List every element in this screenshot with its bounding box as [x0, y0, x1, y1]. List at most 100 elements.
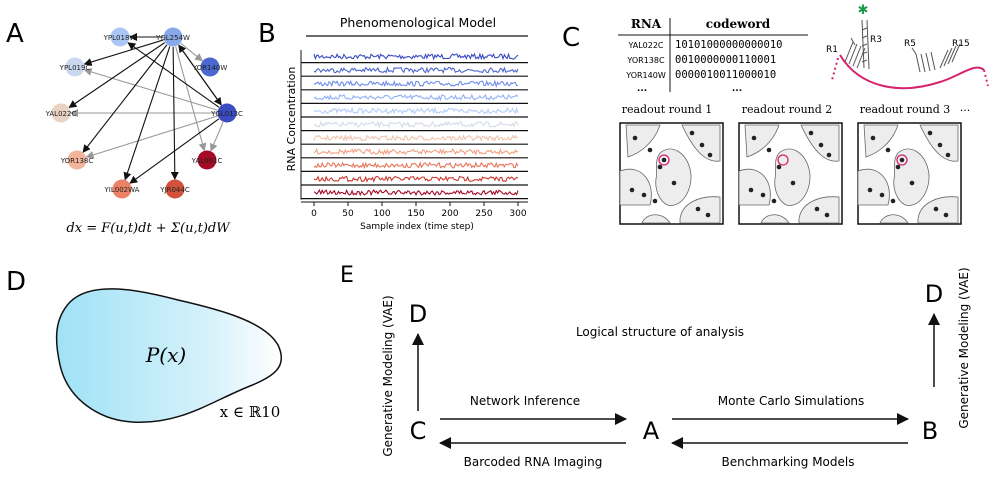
label-network-inference: Network Inference: [470, 394, 580, 408]
rounds-ellipsis: ...: [960, 101, 971, 114]
regulation-edge-activating: [83, 39, 164, 66]
tracked-spot-marker: [777, 154, 789, 166]
label-monte-carlo: Monte Carlo Simulations: [718, 394, 865, 408]
mrna-spot: [870, 135, 876, 141]
mrna-spot: [824, 212, 830, 218]
row-rna: YAL022C: [627, 41, 663, 50]
concentration-trace: [313, 133, 519, 143]
gene-node: [200, 57, 220, 77]
node-d-left: D: [409, 300, 427, 328]
gene-node-label: YGL013C: [210, 110, 243, 118]
label-benchmarking: Benchmarking Models: [721, 455, 854, 469]
mrna-spot: [933, 206, 939, 212]
cell-region: [760, 214, 790, 224]
concentration-trace: [313, 161, 519, 170]
mrna-spot: [751, 135, 757, 141]
mrna-spot: [808, 130, 814, 136]
readout-tile: [857, 122, 962, 225]
gene-node: [197, 150, 217, 170]
row-rna: YOR138C: [626, 56, 665, 65]
node-c: C: [410, 417, 427, 445]
mrna-spot: [689, 130, 695, 136]
mrna-spot: [695, 206, 701, 212]
trace-bands: [300, 50, 528, 200]
tracked-spot-marker: [896, 154, 908, 166]
x-tick-label: 300: [509, 209, 526, 219]
fluorophore-star-icon: ✱: [858, 3, 869, 18]
panel-letter-c: C: [562, 23, 580, 53]
label-barcoded-imaging: Barcoded RNA Imaging: [464, 455, 603, 469]
cell-region: [641, 214, 671, 224]
regulation-edge-activating: [178, 44, 222, 106]
regulation-edge-inhibitory: [85, 115, 218, 159]
x-ticks: 0 50 100 150 200 250 300: [311, 202, 527, 219]
mrna-spot: [705, 212, 711, 218]
mrna-spot: [771, 198, 777, 204]
x-tick-label: 150: [407, 209, 424, 219]
concentration-trace: [313, 147, 519, 156]
mrna-spot: [945, 152, 951, 158]
network-edges: [68, 33, 224, 184]
probe-label-r3: R3: [870, 35, 882, 45]
gene-node: [217, 103, 237, 123]
node-b: B: [922, 417, 938, 445]
row-rna: YOR140W: [625, 71, 666, 80]
label-generative-right: Generative Modeling (VAE): [957, 267, 971, 428]
mrna-spot: [814, 206, 820, 212]
concentration-trace: [313, 65, 519, 75]
cell-region: [655, 148, 692, 207]
x-tick-label: 50: [342, 209, 354, 219]
chart-title: Phenomenological Model: [340, 15, 496, 30]
tracked-spot: [899, 157, 905, 163]
cell-region: [893, 148, 930, 207]
panel-letter-a: A: [6, 19, 24, 49]
regulation-edge-activating: [123, 46, 171, 181]
panel-letter-d: D: [6, 267, 26, 297]
regulation-edge-activating: [127, 42, 220, 108]
regulation-edge-activating: [170, 46, 179, 181]
regulation-edge-activating: [82, 44, 168, 153]
mrna-spot: [748, 187, 754, 193]
mrna-spot: [641, 192, 647, 198]
row-code: 0000010011000010: [675, 69, 776, 81]
node-d-right: D: [925, 280, 943, 308]
gene-node-label: YGL254W: [155, 34, 190, 42]
mrna-spot: [766, 147, 772, 153]
label-generative-left: Generative Modeling (VAE): [381, 295, 395, 456]
row-code: 10101000000000010: [675, 39, 782, 51]
mrna-spot: [909, 180, 915, 186]
gene-node: [65, 57, 85, 77]
mrna-spot: [707, 152, 713, 158]
cell-region: [625, 124, 661, 158]
gene-node-label: YOR138C: [60, 157, 94, 165]
mrna-spot: [760, 192, 766, 198]
domain-label: x ∈ ℝ10: [220, 403, 281, 421]
row-code: 0010000000110001: [675, 54, 776, 66]
mrna-spot: [699, 142, 705, 148]
regulation-edge-activating: [68, 42, 166, 108]
mrna-spot: [647, 147, 653, 153]
cell-region: [744, 124, 780, 158]
y-axis-label: RNA Concentration: [285, 67, 298, 172]
mrna-spot: [826, 152, 832, 158]
x-tick-label: 200: [441, 209, 458, 219]
concentration-trace: [313, 93, 519, 102]
readout-round-label: readout round 3: [860, 103, 951, 116]
probe-label-r5: R5: [904, 39, 916, 49]
gene-node: [112, 179, 132, 199]
mrna-spot: [652, 198, 658, 204]
probe-label-r15: R15: [952, 39, 970, 49]
tracked-spot-marker: [658, 154, 670, 166]
gene-node: [165, 179, 185, 199]
x-tick-label: 250: [475, 209, 492, 219]
concentration-trace: [313, 52, 519, 61]
regulation-edge-activating: [129, 118, 220, 184]
mrna-spot: [632, 135, 638, 141]
code-ellipsis: ...: [732, 84, 742, 94]
mrna-spot: [937, 142, 943, 148]
distribution-blob: [55, 288, 283, 423]
tracked-spot: [661, 157, 667, 163]
x-axis-label: Sample index (time step): [360, 222, 474, 232]
mrna-spot: [657, 164, 663, 170]
gene-node: [163, 27, 183, 47]
